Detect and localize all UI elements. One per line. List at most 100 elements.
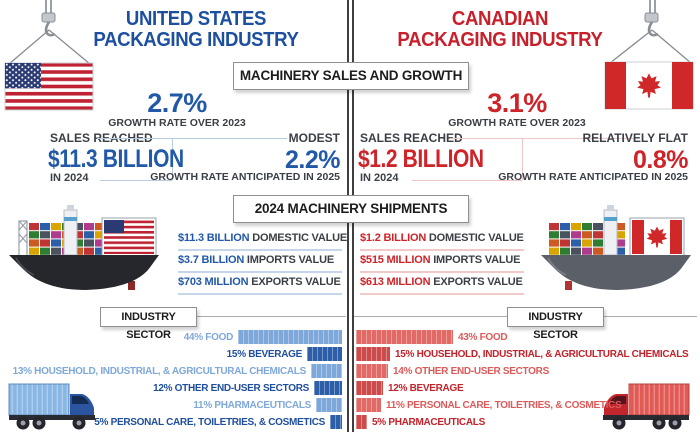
sector-row: 5% PERSONAL CARE, TOILETRIES, & COSMETIC… <box>0 415 342 429</box>
sector-label: 5% PERSONAL CARE, TOILETRIES, & COSMETIC… <box>94 416 325 428</box>
truck-us-icon <box>8 383 95 430</box>
shipment-value: $515 MILLION <box>360 254 431 266</box>
sector-label: 11% PHARMACEUTICALS <box>193 399 311 411</box>
sector-label: 13% HOUSEHOLD, INDUSTRIAL, & AGRICULTURA… <box>12 365 307 377</box>
canada-outlook-rate: 0.8% <box>633 146 688 174</box>
canada-sector-bar-chart: 43% FOOD 15% HOUSEHOLD, INDUSTRIAL, & AGR… <box>356 330 700 432</box>
canada-sales-value: $1.2 BILLION <box>358 145 484 173</box>
sector-bar <box>356 347 390 361</box>
sector-label: 44% FOOD <box>183 331 234 343</box>
sector-label: 12% OTHER END-USER SECTORS <box>153 382 309 394</box>
rule <box>100 180 172 181</box>
sector-row: 44% FOOD <box>0 330 342 344</box>
canada-sales-period: IN 2024 <box>360 172 399 184</box>
sector-bar <box>316 398 342 412</box>
canada-title: CANADIAN PACKAGING INDUSTRY <box>374 9 627 51</box>
canada-flag-icon <box>604 61 694 110</box>
sector-bar <box>356 381 383 395</box>
us-industry-sector-header: INDUSTRY SECTOR <box>100 307 197 341</box>
us-title-line1: UNITED STATES <box>125 8 267 30</box>
shipment-value: $1.2 BILLION <box>360 232 427 244</box>
sector-row: 11% PHARMACEUTICALS <box>0 398 342 412</box>
sector-row: 12% BEVERAGE <box>356 381 700 395</box>
rule <box>172 138 173 180</box>
sector-label: 14% OTHER END-USER SECTORS <box>393 365 549 377</box>
shipment-label: EXPORTS VALUE <box>430 276 523 288</box>
maple-leaf-icon <box>637 73 661 98</box>
sector-label: 43% FOOD <box>458 331 508 343</box>
us-title: UNITED STATES PACKAGING INDUSTRY <box>70 9 323 51</box>
shipment-label: EXPORTS VALUE <box>248 276 341 288</box>
us-sales-value: $11.3 BILLION <box>48 145 184 173</box>
shipment-label: IMPORTS VALUE <box>244 254 334 266</box>
canada-outlook-qualifier: RELATIVELY FLAT <box>582 131 688 145</box>
sector-bar <box>330 415 342 429</box>
shipment-row: $703 MILLION EXPORTS VALUE <box>178 274 342 295</box>
sector-row: 13% HOUSEHOLD, INDUSTRIAL, & AGRICULTURA… <box>0 364 342 378</box>
us-flag-icon <box>4 62 94 111</box>
shipment-row: $613 MILLION EXPORTS VALUE <box>360 274 524 295</box>
sector-label: 12% BEVERAGE <box>388 382 464 394</box>
truck-canada-icon <box>603 383 690 430</box>
sector-label: 11% PERSONAL CARE, TOILETRIES, & COSMETI… <box>386 399 622 411</box>
canada-growth-rate-caption: GROWTH RATE OVER 2023 <box>448 117 586 129</box>
sector-row: 14% OTHER END-USER SECTORS <box>356 364 700 378</box>
sector-label: 5% PHARMACEUTICALS <box>372 416 485 428</box>
canada-shipments-list: $1.2 BILLION DOMESTIC VALUE $515 MILLION … <box>360 230 530 296</box>
sector-row: 5% PHARMACEUTICALS <box>356 415 700 429</box>
sector-bar <box>356 398 381 412</box>
us-growth-rate: 2.7% <box>147 88 207 118</box>
machinery-shipments-banner: 2024 MACHINERY SHIPMENTS <box>233 195 469 223</box>
sector-row: 43% FOOD <box>356 330 700 344</box>
sector-row: 15% BEVERAGE <box>0 347 342 361</box>
sector-row: 15% HOUSEHOLD, INDUSTRIAL, & AGRICULTURA… <box>356 347 700 361</box>
machinery-sales-growth-banner: MACHINERY SALES AND GROWTH <box>233 62 469 90</box>
sector-bar <box>238 330 342 344</box>
sector-bar <box>311 364 342 378</box>
shipment-label: DOMESTIC VALUE <box>426 232 524 244</box>
canada-growth-rate: 3.1% <box>487 88 547 118</box>
sector-label: 15% HOUSEHOLD, INDUSTRIAL, & AGRICULTURA… <box>395 348 689 360</box>
sector-row: 11% PERSONAL CARE, TOILETRIES, & COSMETI… <box>356 398 700 412</box>
canada-title-line2: PACKAGING INDUSTRY <box>397 29 603 51</box>
shipment-value: $613 MILLION <box>360 276 431 288</box>
shipment-row: $515 MILLION IMPORTS VALUE <box>360 252 524 273</box>
sector-bar <box>314 381 342 395</box>
shipment-row: $11.3 BILLION DOMESTIC VALUE <box>178 230 347 251</box>
canada-sales-reached-label: SALES REACHED <box>360 131 463 145</box>
shipment-value: $11.3 BILLION <box>178 232 250 244</box>
shipment-row: $3.7 BILLION IMPORTS VALUE <box>178 252 342 273</box>
shipment-label: DOMESTIC VALUE <box>249 232 348 244</box>
cargo-ship-canada-icon <box>541 205 691 290</box>
canada-industry-sector-header: INDUSTRY SECTOR <box>507 307 604 341</box>
crane-hook-canada-flag-icon <box>604 0 694 110</box>
canada-outlook-caption: GROWTH RATE ANTICIPATED IN 2025 <box>498 171 688 183</box>
canada-title-line1: CANADIAN <box>451 8 549 30</box>
shipment-value: $3.7 BILLION <box>178 254 245 266</box>
sector-bar <box>356 415 367 429</box>
us-outlook-rate: 2.2% <box>285 146 340 174</box>
sector-row: 12% OTHER END-USER SECTORS <box>0 381 342 395</box>
crane-hook-us-flag-icon <box>4 0 94 111</box>
rule <box>412 180 522 181</box>
rule <box>522 138 523 180</box>
sector-bar <box>307 347 342 361</box>
cargo-ship-us-icon <box>9 205 159 290</box>
us-outlook-caption: GROWTH RATE ANTICIPATED IN 2025 <box>150 171 340 183</box>
us-shipments-list: $11.3 BILLION DOMESTIC VALUE $3.7 BILLION… <box>178 230 348 296</box>
us-sector-bar-chart: 44% FOOD 15% BEVERAGE 13% HOUSEHOLD, INDUS… <box>0 330 342 432</box>
sector-label: 15% BEVERAGE <box>226 348 303 360</box>
us-title-line2: PACKAGING INDUSTRY <box>93 29 299 51</box>
us-outlook-qualifier: MODEST <box>288 131 340 145</box>
shipment-row: $1.2 BILLION DOMESTIC VALUE <box>360 230 524 251</box>
sector-bar <box>356 364 388 378</box>
shipment-label: IMPORTS VALUE <box>430 254 521 266</box>
rule <box>97 138 287 139</box>
sector-connector-line <box>195 316 346 317</box>
sector-bar <box>356 330 453 344</box>
shipment-value: $703 MILLION <box>178 276 249 288</box>
us-sales-period: IN 2024 <box>50 172 89 184</box>
rule <box>450 138 635 139</box>
us-growth-rate-caption: GROWTH RATE OVER 2023 <box>108 117 246 129</box>
